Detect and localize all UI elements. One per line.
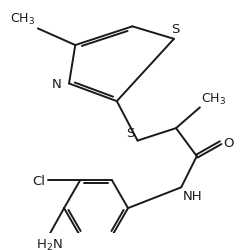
Text: Cl: Cl [33, 174, 46, 187]
Text: S: S [171, 23, 180, 36]
Text: CH$_3$: CH$_3$ [201, 92, 227, 106]
Text: S: S [126, 127, 135, 140]
Text: H$_2$N: H$_2$N [36, 237, 63, 250]
Text: O: O [224, 136, 234, 149]
Text: CH$_3$: CH$_3$ [10, 12, 35, 26]
Text: N: N [52, 78, 62, 90]
Text: NH: NH [183, 189, 202, 202]
